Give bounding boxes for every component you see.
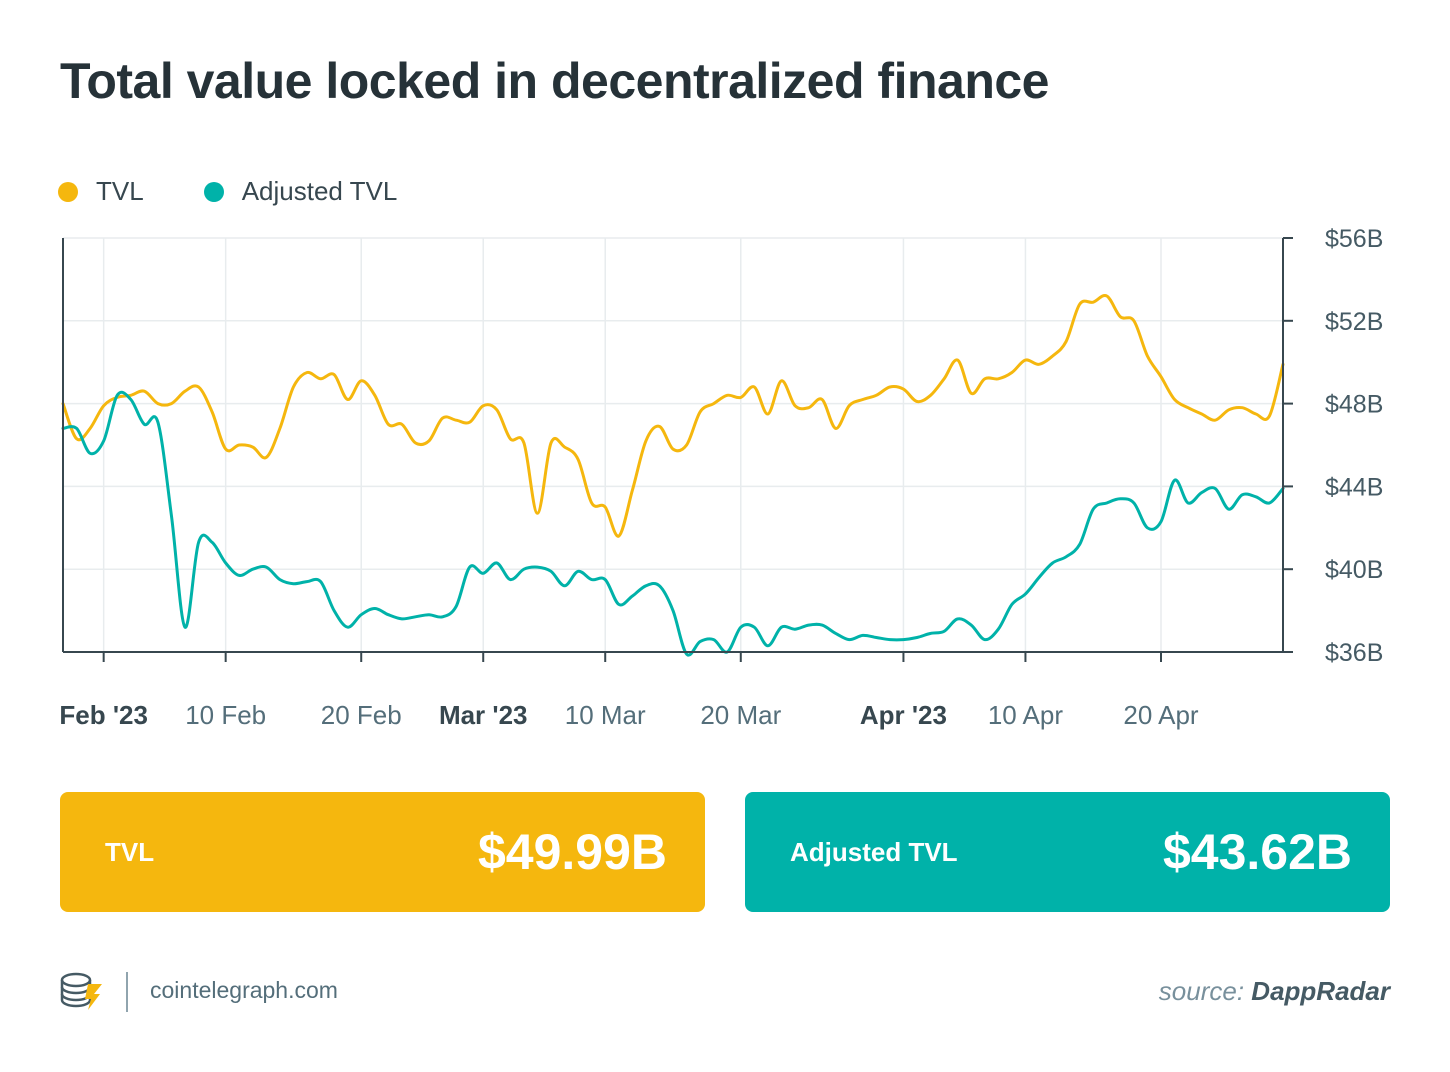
legend-label-adjusted-tvl: Adjusted TVL — [241, 176, 398, 206]
footer-source: source: DappRadar — [1159, 976, 1390, 1007]
y-tick-label: $52B — [1325, 308, 1383, 336]
x-tick-label: Mar '23 — [439, 700, 528, 730]
legend: TVL Adjusted TVL — [58, 176, 457, 207]
series-line-tvl — [61, 294, 1285, 538]
x-axis-ticks: Feb '23 10 Feb 20 Feb Mar '23 10 Mar 20 Mar Ap… — [59, 652, 1199, 730]
y-tick-label: $40B — [1325, 556, 1383, 584]
footer-separator — [126, 972, 128, 1012]
tvl-card-value: $49.99B — [477, 824, 667, 880]
chart-title: Total value locked in decentralized fina… — [60, 53, 1049, 109]
axes — [62, 238, 1284, 653]
legend-item-tvl[interactable]: TVL — [58, 176, 144, 207]
x-tick-label: Apr '23 — [860, 700, 947, 730]
y-tick-label: $48B — [1325, 391, 1383, 419]
grid — [63, 237, 1283, 653]
series-group — [61, 294, 1285, 657]
x-tick-label: 20 Apr — [1123, 700, 1199, 730]
footer-site[interactable]: cointelegraph.com — [150, 977, 338, 1003]
line-chart: $36B $40B $44B $48B $52B $56B Feb '23 10 Feb 20… — [59, 225, 1383, 730]
x-tick-label: 10 Apr — [988, 700, 1064, 730]
adjusted-tvl-card-value: $43.62B — [1162, 824, 1352, 880]
y-tick-label: $36B — [1325, 639, 1383, 667]
tvl-card-label: TVL — [105, 836, 155, 867]
series-line-adjusted-tvl — [61, 390, 1285, 657]
legend-dot-adjusted-tvl — [203, 181, 224, 202]
tvl-card: TVL $49.99B — [60, 792, 705, 912]
source-name: DappRadar — [1251, 976, 1390, 1006]
legend-item-adjusted-tvl[interactable]: Adjusted TVL — [203, 176, 398, 207]
x-tick-label: Feb '23 — [59, 700, 148, 730]
cointelegraph-coins-icon — [60, 972, 102, 1010]
x-tick-label: 10 Feb — [185, 700, 266, 730]
y-axis-ticks: $36B $40B $44B $48B $52B $56B — [1283, 225, 1383, 667]
adjusted-tvl-card-label: Adjusted TVL — [790, 836, 958, 867]
legend-label-tvl: TVL — [96, 176, 144, 206]
y-tick-label: $56B — [1325, 225, 1383, 253]
y-tick-label: $44B — [1325, 473, 1383, 501]
adjusted-tvl-card: Adjusted TVL $43.62B — [745, 792, 1390, 912]
source-prefix: source: — [1158, 976, 1245, 1006]
legend-dot-tvl — [58, 181, 78, 202]
x-tick-label: 20 Feb — [321, 700, 402, 730]
x-tick-label: 10 Mar — [565, 700, 646, 730]
x-tick-label: 20 Mar — [700, 700, 781, 730]
